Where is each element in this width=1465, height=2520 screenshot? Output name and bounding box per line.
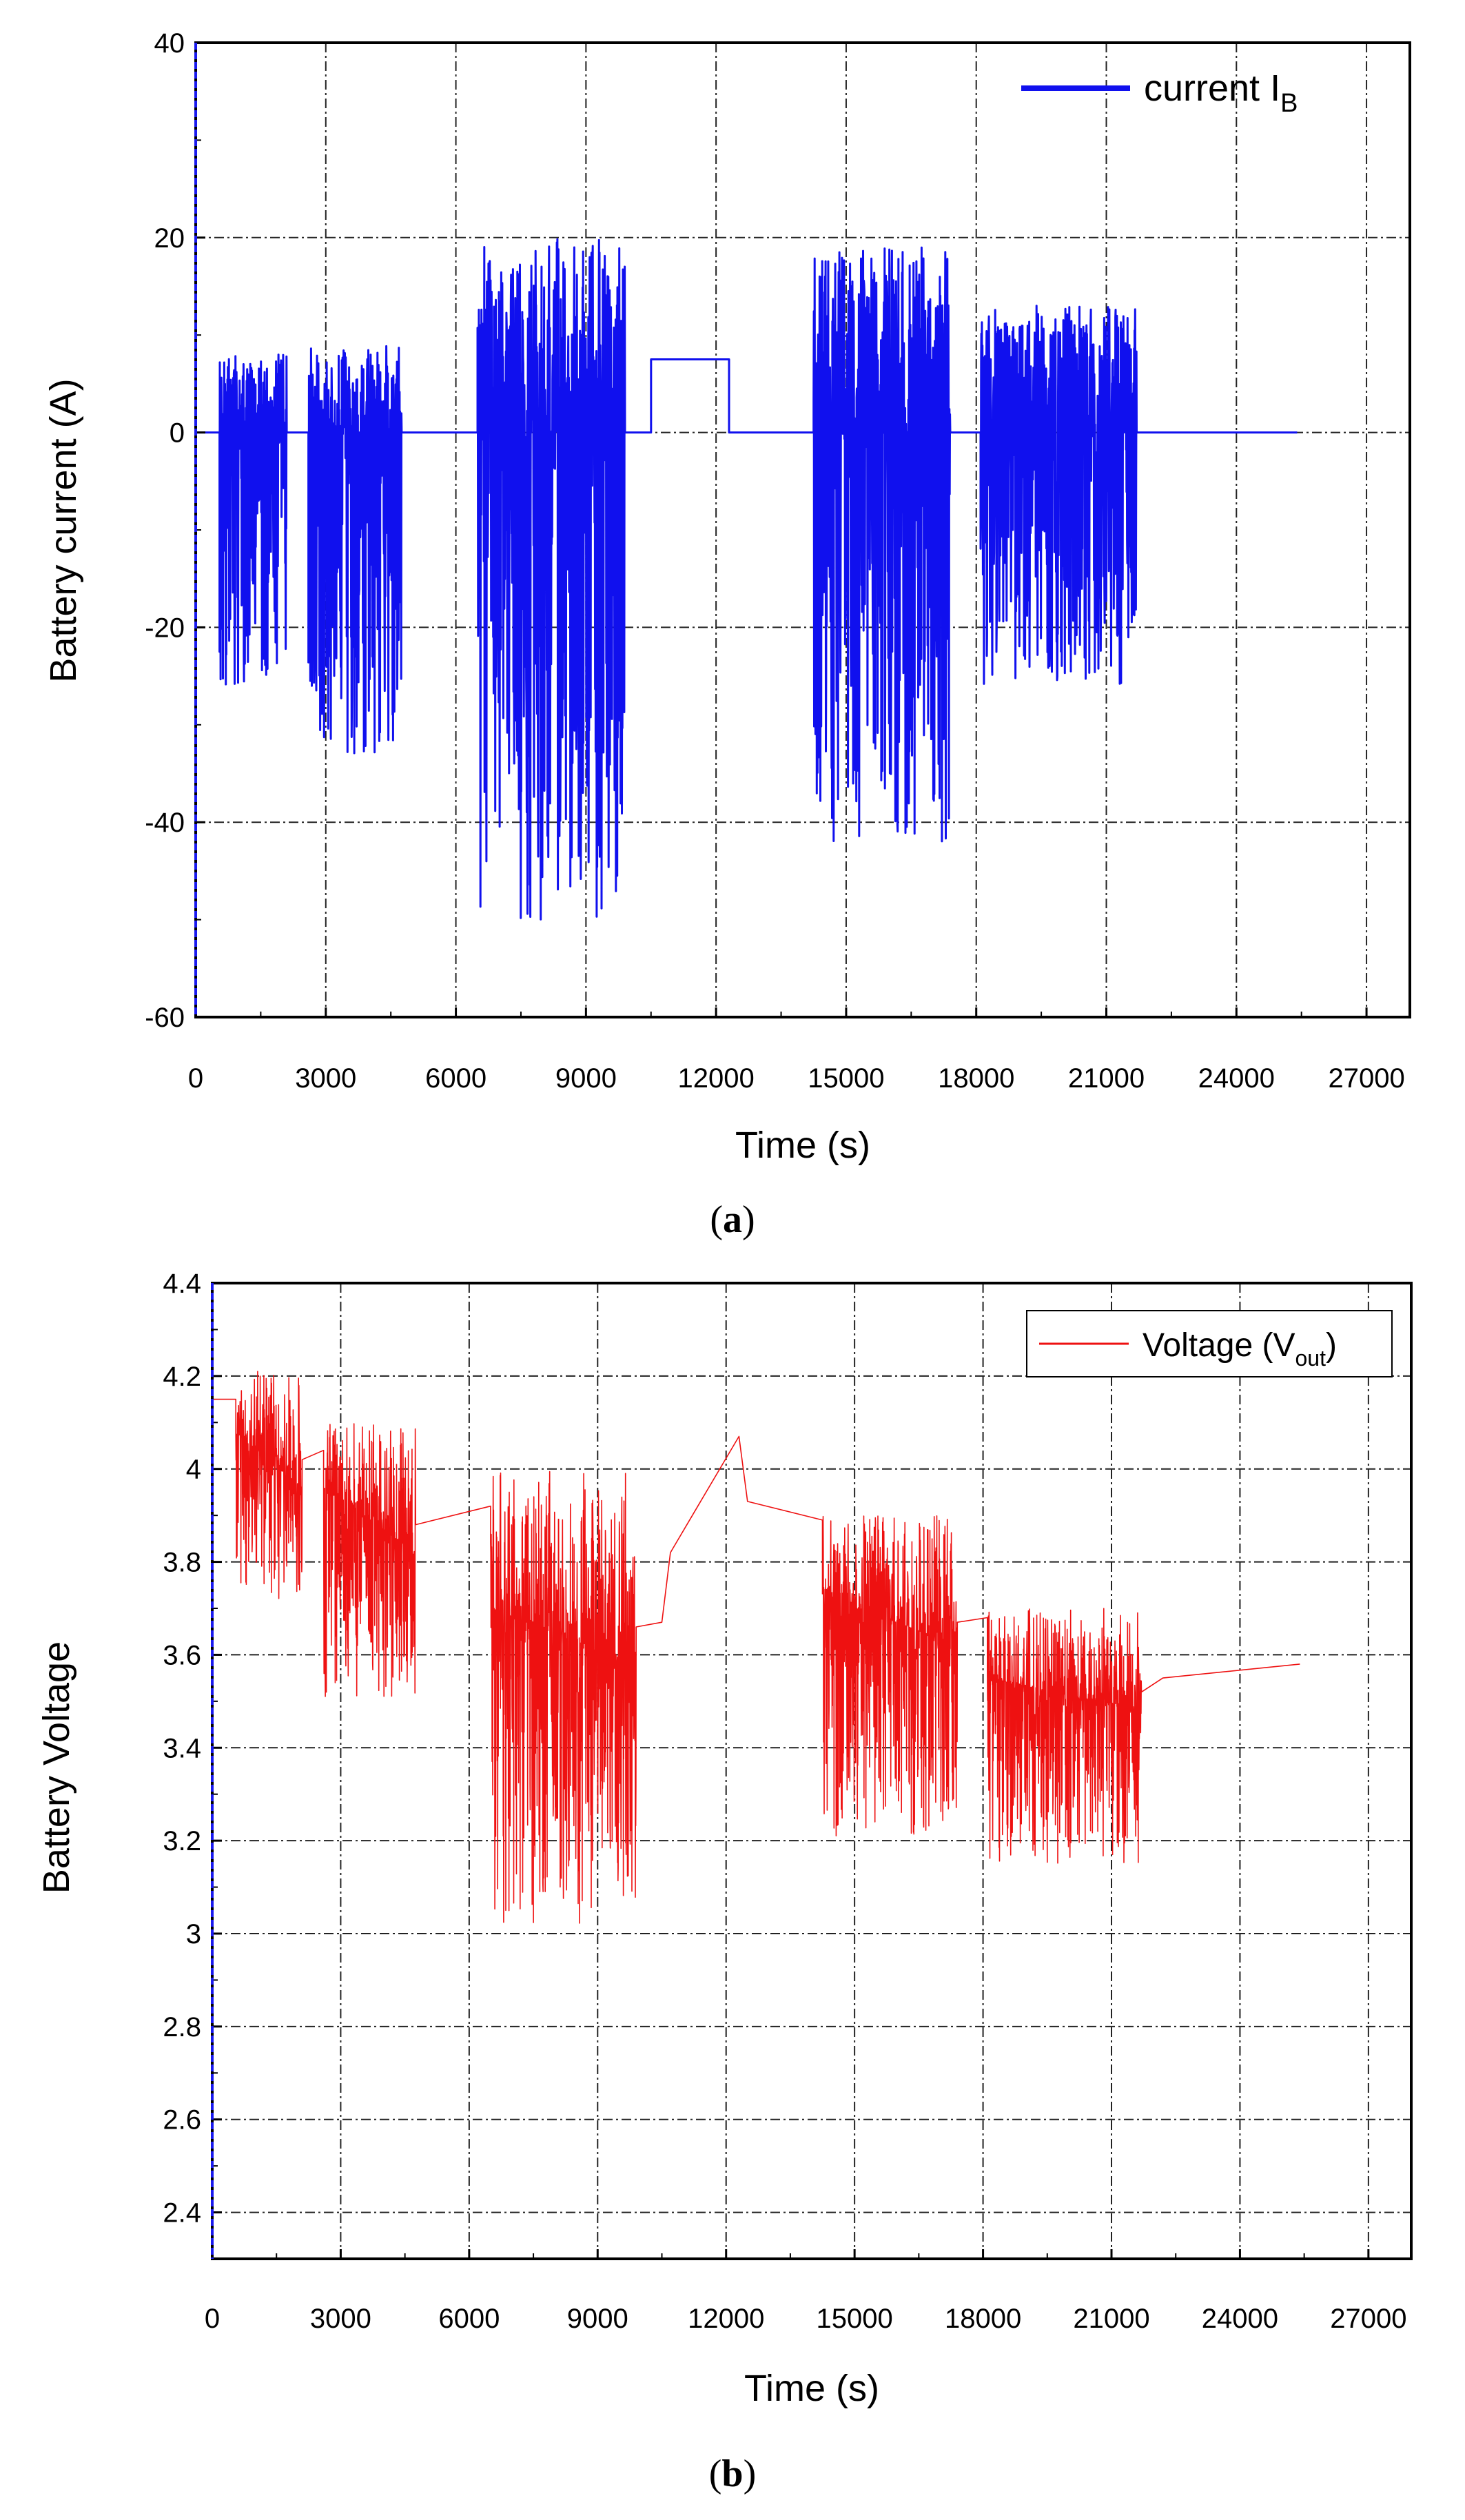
y-tick-label: -60 [145, 1003, 185, 1033]
x-tick-label: 18000 [938, 1063, 1014, 1094]
legend: Voltage (Vout) [1026, 1310, 1393, 1377]
y-tick-label: -40 [145, 808, 185, 838]
x-tick-label: 15000 [817, 2304, 893, 2334]
x-tick-label: 6000 [425, 1063, 486, 1094]
y-tick-label: 0 [170, 418, 185, 449]
panel-label-a: (a) [710, 1198, 755, 1241]
series-line-voltage [212, 1371, 1300, 1924]
y-tick-label: 3.6 [163, 1640, 201, 1670]
y-tick-label: -20 [145, 613, 185, 643]
x-tick-label: 9000 [555, 1063, 617, 1094]
y-tick-label: 2.8 [163, 2012, 201, 2042]
series-line-current [196, 238, 1298, 921]
y-tick-labels: -60 -40 -20 0 20 40 [145, 28, 185, 1033]
grid [212, 1283, 1411, 2259]
ticks [194, 41, 1368, 1018]
x-tick-label: 24000 [1202, 2304, 1278, 2334]
chart-voltage: 0 3000 6000 9000 12000 15000 18000 21000 24000 27… [36, 1269, 1413, 2495]
x-tick-label: 12000 [688, 2304, 764, 2334]
x-tick-label: 21000 [1068, 1063, 1145, 1094]
x-tick-labels: 0 3000 6000 9000 12000 15000 18000 21000 24000 27… [205, 2304, 1407, 2334]
x-axis-label: Time (s) [735, 1125, 870, 1166]
x-tick-label: 0 [205, 2304, 220, 2334]
y-tick-label: 40 [154, 28, 185, 59]
legend: current IB [1021, 68, 1298, 118]
x-tick-label: 15000 [808, 1063, 884, 1094]
series-voltage [212, 1371, 1300, 1924]
x-tick-label: 6000 [438, 2304, 500, 2334]
legend-label: current IB [1144, 68, 1298, 118]
y-tick-label: 3.8 [163, 1548, 201, 1578]
x-tick-label: 18000 [945, 2304, 1021, 2334]
x-tick-label: 27000 [1328, 1063, 1404, 1094]
x-tick-label: 12000 [678, 1063, 755, 1094]
x-tick-label: 21000 [1073, 2304, 1149, 2334]
x-tick-labels: 0 3000 6000 9000 12000 15000 18000 21000 24000 27… [188, 1063, 1405, 1094]
y-tick-label: 20 [154, 223, 185, 254]
y-tick-label: 2.4 [163, 2198, 201, 2229]
y-tick-label: 4 [186, 1455, 201, 1485]
legend-label: Voltage (Vout) [1143, 1327, 1337, 1371]
panel-label-b: (b) [709, 2452, 756, 2495]
y-tick-labels: 2.4 2.6 2.8 3 3.2 3.4 3.6 3.8 4 4.2 4.4 [163, 1269, 201, 2229]
ticks [211, 1282, 1370, 2259]
x-axis-label: Time (s) [744, 2368, 879, 2409]
y-axis-label: Battery current (A) [43, 378, 84, 682]
x-tick-label: 0 [188, 1063, 203, 1094]
x-tick-label: 24000 [1198, 1063, 1275, 1094]
x-tick-label: 27000 [1330, 2304, 1406, 2334]
y-tick-label: 3.4 [163, 1733, 201, 1763]
series-current [196, 238, 1298, 921]
y-axis-label: Battery Voltage [36, 1641, 77, 1894]
x-tick-label: 9000 [567, 2304, 628, 2334]
plot-frame [211, 1282, 1413, 2260]
x-tick-label: 3000 [310, 2304, 371, 2334]
y-tick-label: 3 [186, 1919, 201, 1949]
y-tick-label: 4.2 [163, 1362, 201, 1392]
chart-current: 0 3000 6000 9000 12000 15000 18000 21000 24000 27… [43, 28, 1411, 1241]
y-tick-label: 3.2 [163, 1826, 201, 1856]
x-tick-label: 3000 [295, 1063, 356, 1094]
y-tick-label: 4.4 [163, 1269, 201, 1299]
y-tick-label: 2.6 [163, 2105, 201, 2135]
